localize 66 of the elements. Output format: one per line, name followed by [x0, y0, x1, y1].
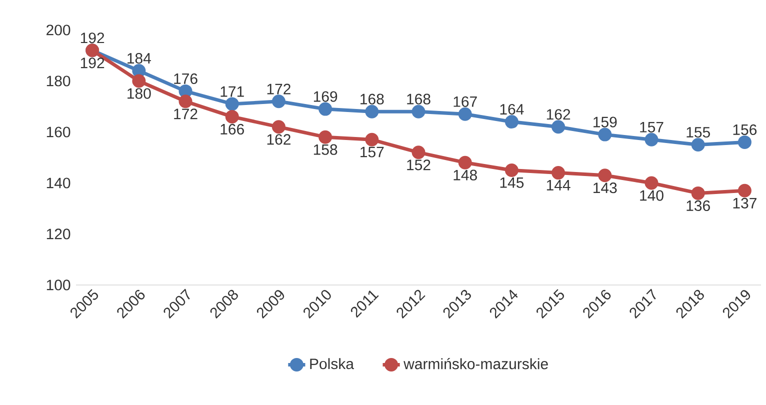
point — [458, 156, 472, 170]
legend-label: warmińsko-mazurskie — [404, 358, 548, 370]
y-tick-label: 120 — [46, 228, 70, 240]
data-label: 162 — [546, 109, 570, 120]
y-tick-label: 100 — [46, 280, 70, 290]
data-label: 157 — [360, 146, 384, 158]
data-label: 145 — [500, 177, 524, 188]
data-label: 143 — [594, 182, 617, 194]
point — [225, 110, 239, 124]
data-label: 180 — [128, 88, 151, 99]
point — [318, 102, 332, 116]
point — [272, 94, 286, 108]
data-label: 137 — [733, 198, 756, 208]
data-label: 152 — [407, 160, 430, 170]
data-label: 192 — [80, 32, 104, 44]
data-label: 176 — [174, 73, 198, 84]
y-tick-label: 200 — [46, 24, 70, 36]
point — [178, 94, 192, 108]
data-label: 168 — [407, 94, 430, 104]
point — [644, 176, 658, 190]
data-label: 155 — [686, 127, 710, 138]
data-label: 184 — [128, 52, 151, 64]
point — [365, 104, 379, 118]
point — [458, 107, 472, 121]
data-label: 148 — [454, 170, 477, 180]
data-label: 167 — [454, 96, 477, 107]
data-label: 172 — [267, 84, 290, 94]
data-label: 164 — [500, 104, 524, 115]
data-label: 171 — [220, 86, 244, 97]
point — [132, 74, 146, 88]
y-tick-label: 160 — [46, 126, 70, 138]
data-label: 192 — [80, 58, 104, 68]
point — [412, 104, 426, 118]
data-label: 144 — [546, 180, 570, 190]
data-label: 140 — [640, 190, 664, 201]
point — [598, 128, 612, 142]
point — [132, 64, 146, 78]
data-label: 156 — [733, 124, 757, 135]
point — [644, 132, 658, 146]
data-label: 159 — [594, 116, 617, 128]
data-label: 158 — [314, 144, 338, 155]
data-label: 172 — [174, 108, 198, 120]
point — [738, 135, 752, 149]
data-label: 166 — [220, 124, 244, 135]
point — [178, 84, 192, 98]
point — [738, 184, 752, 198]
data-label: 162 — [267, 134, 290, 145]
point — [691, 186, 705, 200]
point — [552, 166, 566, 180]
point — [504, 115, 518, 129]
data-label: 169 — [314, 91, 338, 102]
y-tick-label: 140 — [46, 178, 70, 188]
point — [272, 120, 286, 134]
point — [552, 120, 566, 134]
point — [691, 138, 705, 152]
point — [598, 168, 612, 182]
point — [365, 132, 379, 146]
point — [318, 130, 332, 144]
data-label: 136 — [686, 200, 710, 212]
data-label: 157 — [640, 122, 664, 132]
y-tick-label: 180 — [46, 76, 70, 86]
point — [225, 97, 239, 111]
point — [412, 146, 426, 160]
data-label: 168 — [360, 94, 384, 104]
legend-label: Polska — [310, 358, 354, 370]
point — [504, 164, 518, 177]
